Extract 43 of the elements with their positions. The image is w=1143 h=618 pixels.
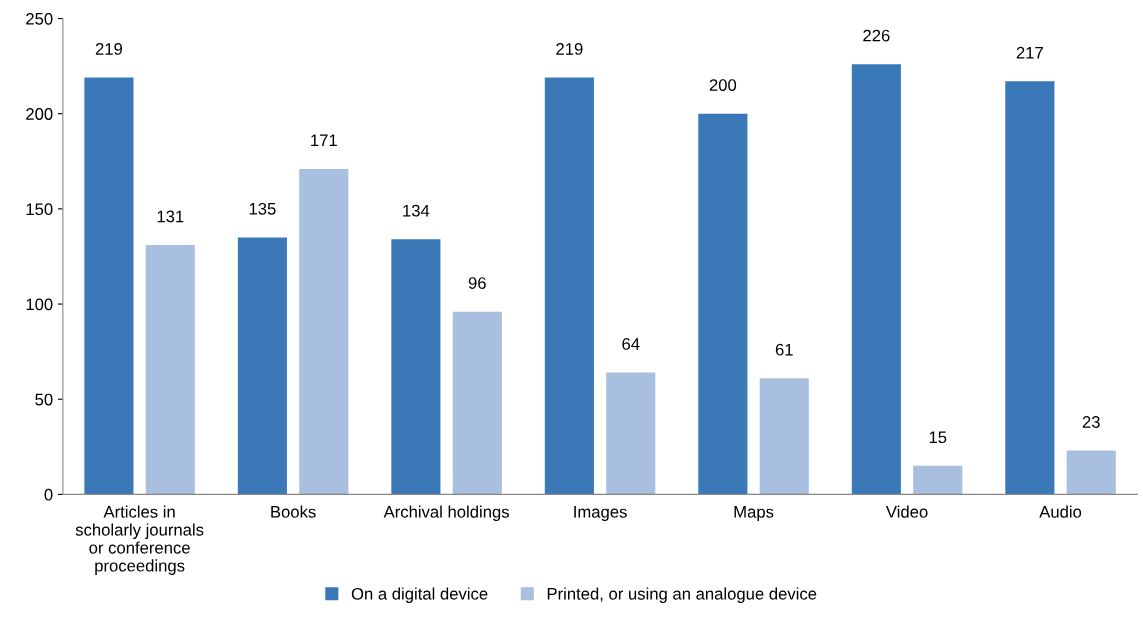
data-label: 219 (95, 43, 123, 55)
bar (145, 245, 195, 495)
data-label: 134 (403, 204, 430, 217)
data-label: 96 (468, 277, 486, 289)
data-label: 219 (556, 43, 583, 55)
bar (913, 465, 963, 495)
data-label: 64 (622, 338, 640, 350)
data-label: 23 (1082, 416, 1100, 428)
bar (452, 311, 502, 495)
bar (299, 168, 349, 495)
x-tick-label: Archival holdings (383, 505, 509, 522)
bar (391, 239, 441, 495)
y-tick-label: 0 (44, 488, 53, 501)
y-tick-label: 100 (26, 298, 53, 311)
bar (544, 77, 594, 495)
data-label: 131 (157, 210, 184, 223)
legend-label: On a digital device (351, 587, 488, 603)
data-label: 135 (249, 202, 276, 215)
bar (698, 113, 748, 495)
x-tick-label: Video (885, 505, 928, 518)
bar (237, 237, 287, 495)
x-tick-label: Audio (1039, 505, 1082, 518)
y-tick-label: 250 (26, 12, 53, 25)
x-tick-label: Articles in scholarly journals or conference proceedings (75, 505, 204, 575)
data-label: 15 (929, 431, 947, 444)
y-tick-label: 200 (26, 108, 53, 120)
bar (84, 77, 134, 495)
bar (851, 64, 901, 495)
x-tick-label: Books (271, 505, 316, 518)
data-label: 217 (1016, 46, 1043, 59)
x-tick-label: Images (574, 506, 627, 522)
data-label: 61 (775, 343, 793, 356)
bar (606, 372, 656, 495)
x-tick-label: Maps (734, 506, 774, 522)
bar (1005, 81, 1055, 495)
legend-label: Printed, or using an analogue device (547, 587, 817, 603)
data-label: 226 (863, 29, 890, 42)
y-tick-label: 50 (35, 393, 53, 406)
bar (1066, 450, 1116, 495)
data-label: 171 (311, 134, 337, 147)
bar (759, 378, 809, 495)
y-tick-label: 150 (26, 203, 53, 216)
data-label: 200 (709, 79, 737, 91)
